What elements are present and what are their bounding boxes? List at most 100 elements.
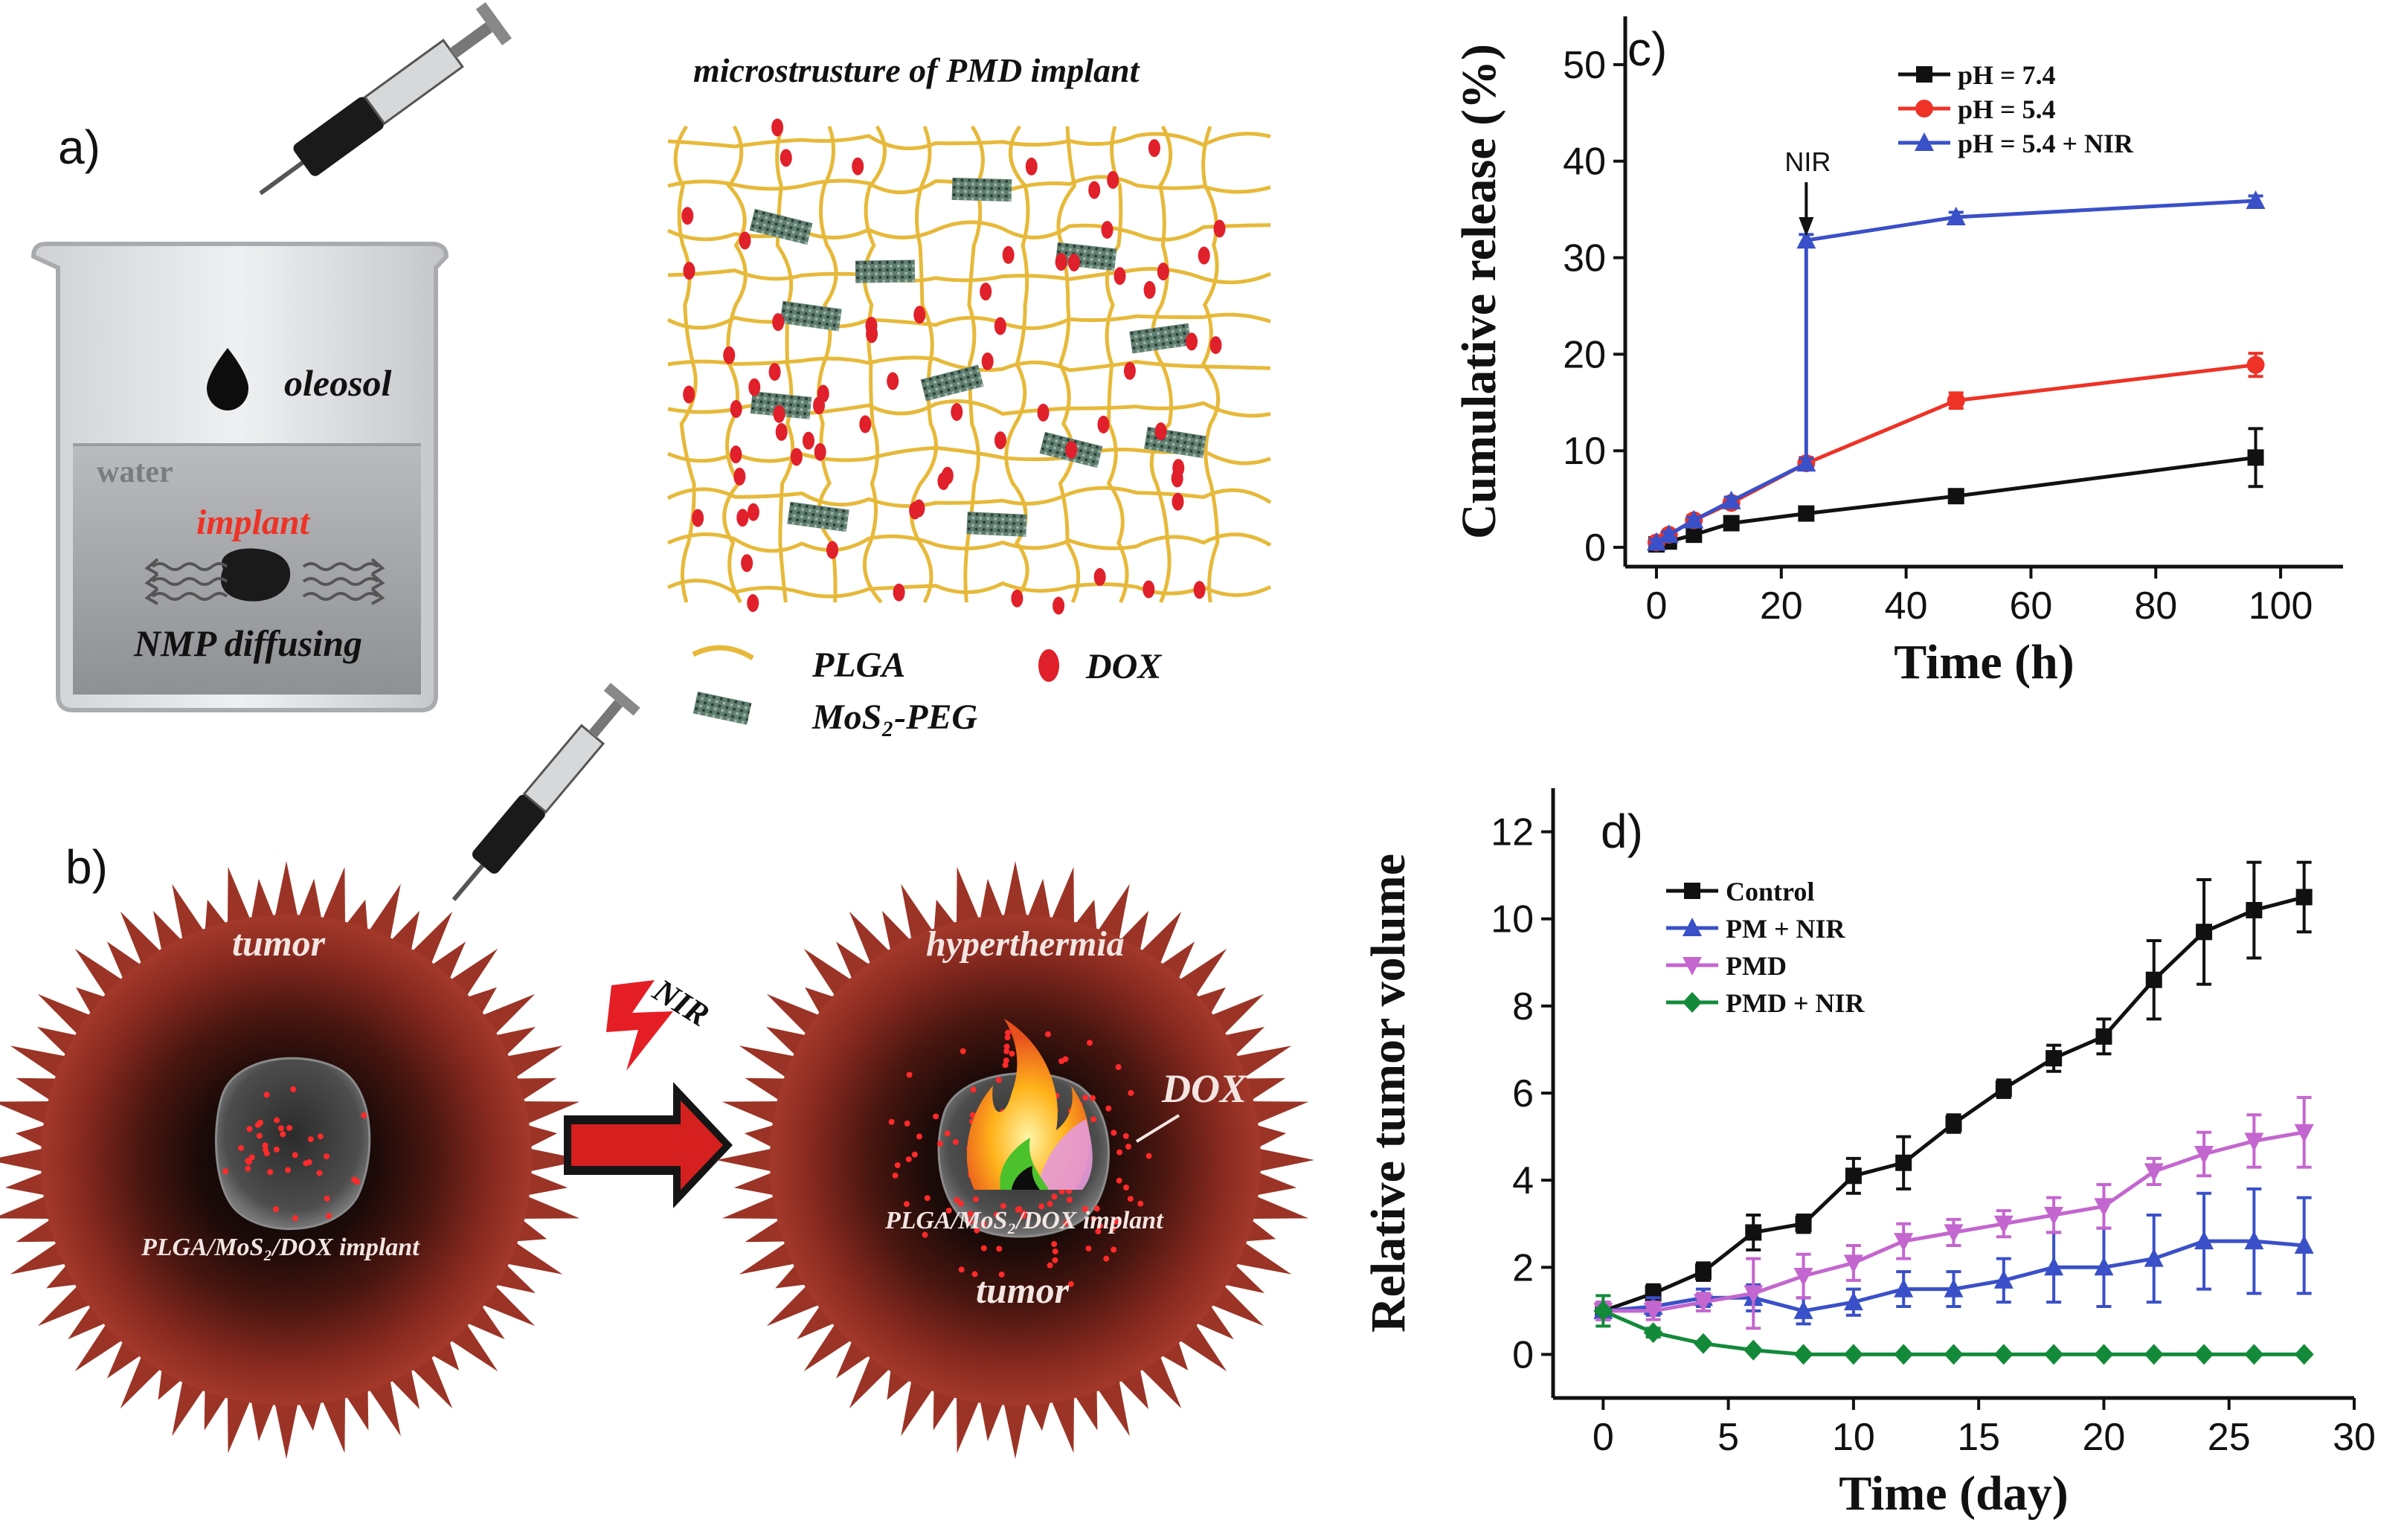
dox-dot (286, 1124, 292, 1131)
diffusing-label: NMP diffusing (133, 622, 362, 664)
dox-dot (957, 1200, 964, 1207)
dox-dot (1137, 1200, 1144, 1207)
dox-dot (303, 1160, 309, 1167)
data-point (1845, 1167, 1862, 1185)
y-tick-label: 20 (1563, 333, 1606, 376)
dox-dot (903, 1201, 910, 1208)
data-point (1946, 207, 1966, 226)
data-point (2046, 1050, 2063, 1067)
mos2-sheet (966, 512, 1027, 537)
legend-label: pH = 5.4 (1958, 94, 2056, 124)
dox-particle (790, 448, 803, 466)
legend-label: pH = 7.4 (1958, 60, 2056, 90)
dox-dot (993, 1211, 1000, 1218)
dox-particle (813, 396, 826, 415)
y-tick-label: 4 (1512, 1159, 1534, 1202)
mos2-sheet (780, 300, 842, 332)
plga-fiber (909, 126, 938, 604)
y-tick-label: 30 (1563, 237, 1606, 280)
dox-dot (290, 1086, 297, 1092)
data-point (1593, 1300, 1613, 1321)
dox-dot (1105, 1105, 1112, 1112)
data-point (2244, 1344, 2264, 1365)
data-point (1944, 1344, 1964, 1365)
tumor-right (716, 861, 1314, 1459)
data-point (2244, 1133, 2264, 1152)
plga-fiber (666, 532, 1272, 553)
dox-dot (1009, 1051, 1015, 1057)
chart-tumor-volume: 0 5 10 15 20 25 30 0 2 4 6 8 10 12 Time (day) Relative … (1361, 788, 2376, 1521)
dox-dot (307, 1136, 314, 1143)
data-point (1947, 488, 1964, 505)
dox-particle (771, 118, 784, 137)
dox-particle (723, 346, 736, 364)
dox-dot (996, 1246, 1003, 1252)
y-tick-label: 10 (1563, 430, 1606, 473)
dox-dot (924, 1195, 931, 1202)
dox-dot (1096, 1222, 1103, 1229)
dox-particle (951, 403, 963, 422)
dox-dot (1058, 1058, 1065, 1065)
dox-dot (1020, 1213, 1026, 1220)
data-point (1693, 1294, 1713, 1313)
legend-mos2-label: MoS₂-PEG (812, 697, 977, 737)
dox-dot (292, 1215, 299, 1222)
y-tick-label: 12 (1491, 811, 1534, 854)
dox-dot (1128, 1089, 1134, 1096)
dox-particle (1157, 262, 1169, 281)
data-point (1744, 1339, 1764, 1361)
hyperthermia-label: hyperthermia (926, 924, 1125, 964)
panel-label-c: c) (1627, 22, 1667, 76)
dox-dot (262, 1142, 269, 1149)
dox-dot (262, 1147, 269, 1153)
dox-particle (1172, 492, 1184, 511)
dox-particle (1025, 157, 1038, 175)
dox-particle (1055, 253, 1067, 271)
data-point (2044, 1207, 2064, 1225)
dox-particle (772, 313, 785, 332)
dox-particle (1143, 580, 1155, 599)
dox-dot (1122, 1133, 1129, 1139)
dox-particle (1088, 181, 1101, 199)
dox-particle (859, 415, 872, 434)
dox-particle (1154, 422, 1167, 441)
oleosol-label: oleosol (284, 362, 392, 404)
dox-label: DOX (1161, 1066, 1248, 1111)
dox-dot (273, 1146, 280, 1153)
dox-dot (361, 1112, 367, 1119)
dox-dot (256, 1133, 263, 1139)
dox-dot (906, 1072, 913, 1078)
x-axis-label: Time (h) (1894, 635, 2075, 689)
data-point (1796, 230, 1816, 249)
dox-dot (958, 1266, 965, 1273)
dox-dot (995, 1077, 1002, 1083)
dox-particle (994, 317, 1006, 335)
data-point (1694, 1263, 1712, 1280)
y-tick-label: 0 (1512, 1333, 1534, 1376)
legend-label: PM + NIR (1726, 914, 1845, 944)
data-point (1793, 1300, 1813, 1319)
dox-dot (967, 1218, 974, 1225)
dox-particle (814, 442, 826, 461)
dox-particle (1198, 246, 1210, 265)
y-tick-label: 8 (1512, 985, 1534, 1028)
x-tick-label: 60 (2010, 584, 2053, 628)
dox-dot (316, 1170, 323, 1176)
dox-particle (683, 262, 695, 280)
y-tick-label: 2 (1512, 1246, 1534, 1289)
dox-particle (748, 378, 761, 396)
dox-dot (245, 1165, 251, 1172)
dox-dot (1047, 1262, 1053, 1269)
dox-particle (826, 541, 839, 559)
dox-dot (245, 1159, 252, 1165)
dox-particle (1123, 361, 1136, 380)
plga-fiber (673, 125, 698, 603)
dox-particle (1172, 459, 1185, 477)
y-tick-label: 10 (1491, 898, 1534, 941)
dox-dot (888, 1118, 895, 1125)
dox-particle (1193, 581, 1206, 599)
data-point (1744, 1285, 1764, 1304)
dox-dot (933, 1113, 939, 1120)
dox-dot (246, 1126, 253, 1133)
dox-dot (998, 1271, 1005, 1278)
